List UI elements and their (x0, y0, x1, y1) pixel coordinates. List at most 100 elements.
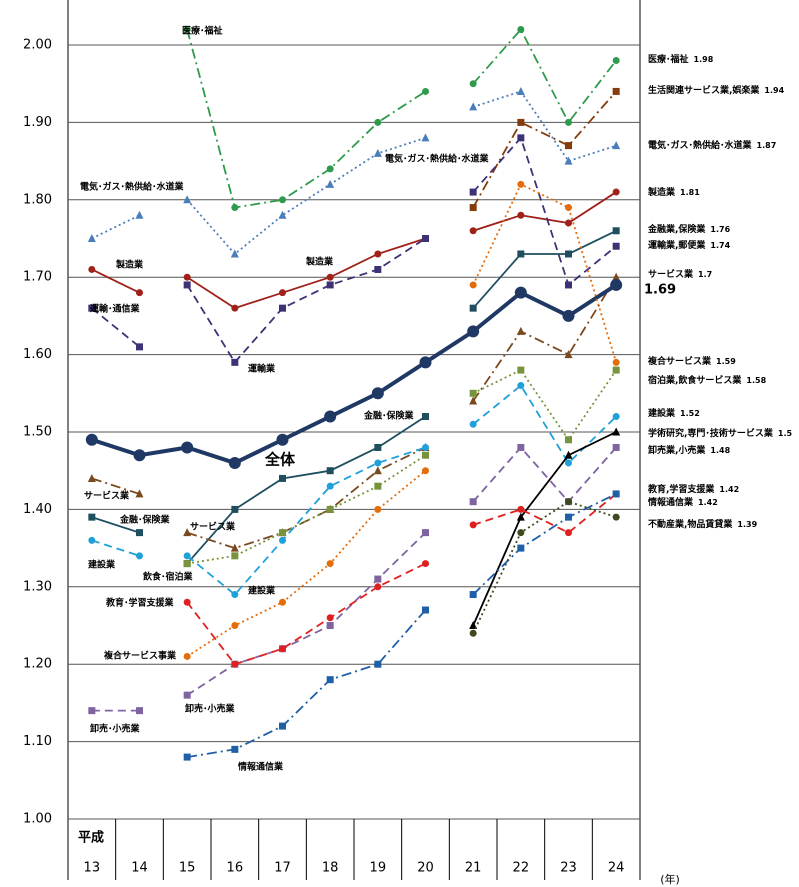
y-tick-label: 2.00 (23, 38, 52, 53)
marker (564, 156, 573, 165)
marker (565, 281, 572, 289)
annotation: 建設業 (248, 585, 276, 597)
marker (326, 676, 334, 684)
series-line (472, 136, 617, 287)
marker (469, 521, 477, 529)
y-tick-label: 1.70 (23, 270, 52, 285)
marker (183, 528, 192, 537)
marker (326, 505, 334, 513)
marker (564, 350, 573, 359)
marker (374, 459, 382, 467)
series-name: 教育,学習支援業 (647, 483, 715, 495)
x-tick-label: 21 (465, 861, 482, 876)
annotation: 運輸･通信業 (90, 303, 141, 315)
right-label: 電気･ガス･熱供給･水道業 1.87 (648, 139, 776, 151)
marker (612, 513, 620, 521)
series-line (186, 562, 426, 666)
marker (279, 536, 286, 544)
x-tick-label: 13 (84, 861, 101, 876)
right-label: 医療･福祉 1.98 (648, 53, 714, 65)
marker (374, 575, 382, 583)
series-line (186, 470, 427, 658)
y-tick-label: 1.80 (23, 192, 52, 207)
series-line (472, 27, 617, 125)
marker (516, 326, 525, 335)
x-tick-label: 16 (227, 861, 244, 876)
value-label: 1.87 (757, 141, 777, 150)
series-line (186, 237, 426, 364)
annotation: 運輸業 (248, 363, 276, 375)
marker (374, 118, 382, 126)
annotation: 電気･ガス･熱供給･水道業 (385, 153, 490, 165)
marker (419, 356, 432, 369)
marker (612, 188, 620, 196)
marker (183, 560, 191, 568)
series-line (186, 531, 427, 696)
marker (326, 281, 334, 289)
series-line (472, 368, 617, 442)
marker (469, 396, 478, 405)
right-label: 運輸業,郵便業 1.74 (648, 239, 731, 251)
marker (517, 366, 525, 374)
annotation: サービス業 (84, 490, 130, 502)
annotation: 医療･福祉 (182, 25, 223, 37)
marker (183, 753, 191, 761)
right-label: 製造業 1.81 (647, 186, 700, 198)
y-tick-label: 1.40 (23, 502, 52, 517)
series-line (472, 446, 617, 504)
series-name: サービス業 (648, 268, 694, 280)
marker (326, 622, 334, 629)
x-tick-label: 20 (417, 861, 434, 876)
series-name: 不動産業,物品賃貸業 (648, 518, 733, 530)
marker (373, 466, 382, 475)
marker (183, 691, 191, 699)
marker (183, 281, 191, 289)
marker (517, 382, 525, 390)
x-axis-label: 平成 (78, 830, 104, 846)
marker (517, 529, 525, 537)
marker (136, 343, 143, 351)
series-line (186, 237, 426, 310)
marker (565, 436, 572, 444)
right-label: 教育,学習支援業 1.42 (647, 483, 739, 495)
marker (610, 278, 623, 291)
series-line (472, 384, 617, 465)
marker (279, 304, 286, 312)
series-line (91, 539, 140, 557)
marker (183, 273, 191, 281)
marker (324, 410, 337, 423)
value-label: 1.98 (694, 55, 714, 64)
marker (183, 652, 191, 660)
series-line (472, 493, 617, 596)
series-line (472, 191, 617, 232)
marker (467, 325, 480, 338)
value-label: 1.59 (716, 357, 736, 366)
value-label: 1.39 (737, 520, 757, 529)
annotation: 卸売･小売業 (185, 703, 236, 715)
right-label: 卸売業,小売業 1.48 (648, 444, 731, 456)
value-label: 1.48 (710, 446, 730, 455)
marker (183, 598, 191, 606)
right-label: 宿泊業,飲食サービス業 1.58 (648, 374, 767, 386)
marker (469, 498, 477, 506)
marker (612, 272, 621, 281)
series-line (472, 183, 618, 363)
marker (517, 180, 525, 188)
marker (183, 26, 191, 34)
marker (231, 660, 239, 668)
series-name: 建設業 (648, 407, 676, 419)
marker (565, 459, 572, 467)
x-tick-label: 17 (274, 861, 291, 876)
marker (278, 210, 287, 219)
marker (469, 102, 478, 111)
marker (565, 498, 572, 506)
marker (514, 286, 527, 299)
annotation: 複合サービス事業 (103, 650, 177, 662)
marker (422, 451, 429, 459)
marker (279, 722, 286, 730)
marker (565, 118, 572, 126)
marker (612, 227, 620, 235)
marker (612, 358, 620, 366)
marker (422, 235, 429, 242)
marker (517, 250, 525, 258)
